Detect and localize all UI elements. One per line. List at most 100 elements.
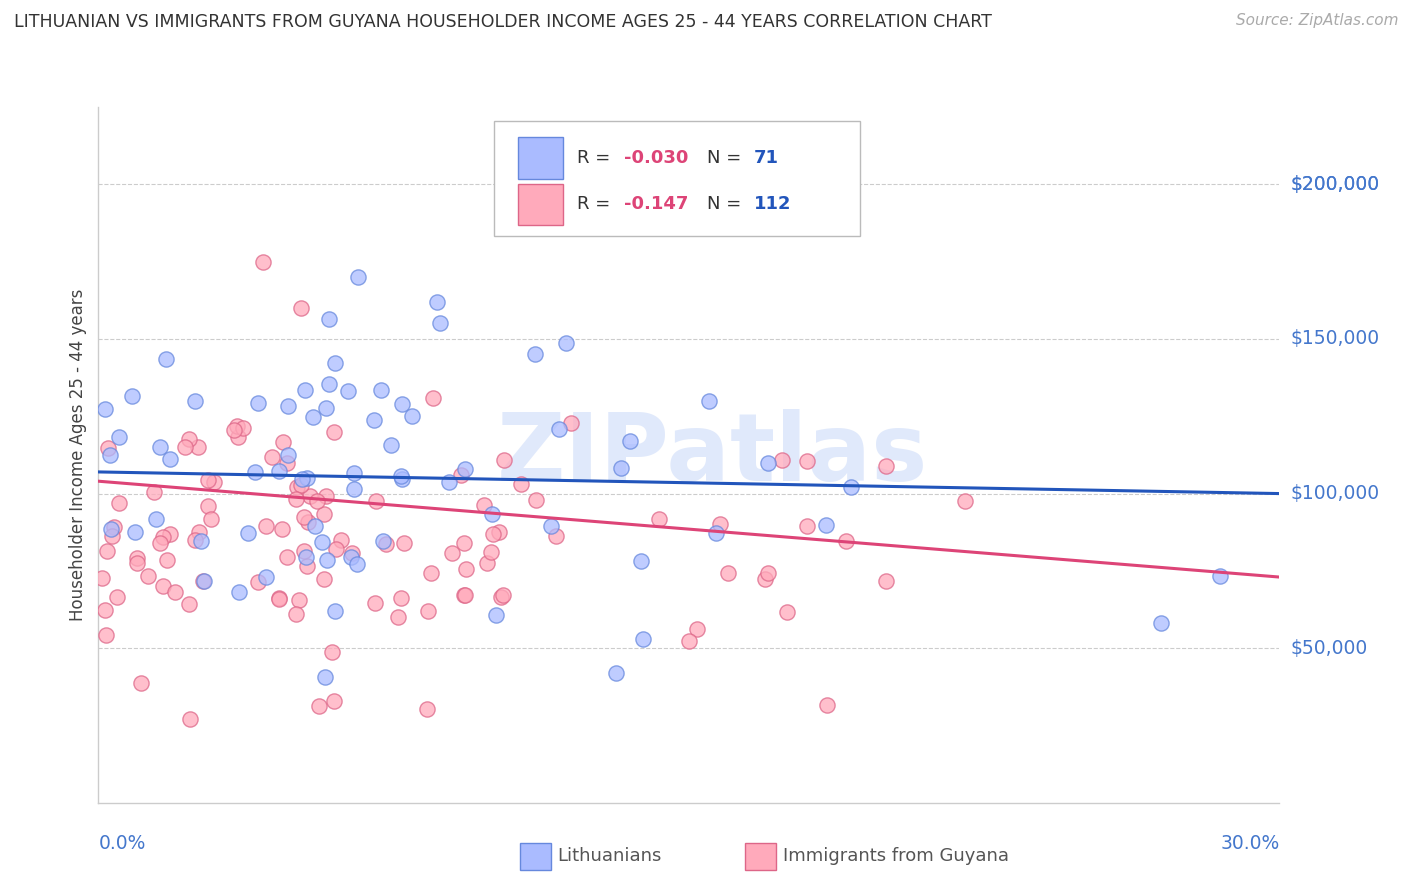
Point — [307, 494, 329, 508]
Point — [426, 294, 449, 309]
Text: LITHUANIAN VS IMMIGRANTS FROM GUYANA HOUSEHOLDER INCOME AGES 25 - 44 YEARS CORRE: LITHUANIAN VS IMMIGRANTS FROM GUYANA HOU… — [14, 13, 993, 31]
Point — [610, 460, 633, 475]
FancyBboxPatch shape — [517, 137, 562, 178]
Point — [875, 574, 897, 589]
Point — [709, 517, 731, 532]
Point — [174, 441, 197, 455]
Point — [184, 394, 207, 409]
Point — [631, 632, 654, 646]
Point — [276, 457, 298, 471]
Point — [346, 270, 368, 285]
Text: $150,000: $150,000 — [1291, 329, 1379, 349]
Point — [277, 399, 299, 413]
Point — [481, 526, 503, 541]
Point — [202, 475, 225, 490]
Point — [297, 558, 319, 573]
Text: Lithuanians: Lithuanians — [557, 847, 661, 865]
Point — [200, 512, 222, 526]
Point — [155, 351, 177, 366]
Point — [121, 389, 143, 403]
Point — [704, 525, 727, 540]
Point — [391, 591, 413, 605]
Text: R =: R = — [576, 195, 610, 213]
Point — [325, 542, 347, 557]
Point — [292, 509, 315, 524]
Point — [839, 480, 862, 494]
Point — [152, 530, 174, 544]
Point — [481, 507, 503, 521]
Point — [298, 489, 321, 503]
Point — [391, 397, 413, 411]
Point — [318, 312, 340, 326]
Point — [524, 347, 547, 361]
Point — [276, 549, 298, 564]
Point — [94, 402, 117, 417]
Text: $200,000: $200,000 — [1291, 175, 1379, 194]
Point — [1150, 615, 1173, 630]
Point — [148, 440, 170, 454]
Text: 0.0%: 0.0% — [98, 834, 146, 853]
Point — [323, 694, 346, 708]
Point — [93, 603, 115, 617]
Point — [267, 591, 290, 605]
Point — [560, 416, 582, 430]
Point — [236, 525, 259, 540]
Point — [107, 430, 129, 444]
Point — [475, 556, 498, 570]
Text: -0.030: -0.030 — [624, 149, 689, 167]
Point — [717, 566, 740, 581]
Point — [316, 553, 339, 567]
Text: ZIPatlas: ZIPatlas — [496, 409, 928, 501]
Point — [269, 592, 291, 607]
Point — [815, 518, 838, 533]
Point — [226, 430, 249, 444]
Point — [297, 515, 319, 529]
Point — [547, 422, 569, 436]
Point — [364, 493, 387, 508]
Point — [138, 568, 160, 582]
Text: Immigrants from Guyana: Immigrants from Guyana — [783, 847, 1010, 865]
Point — [387, 610, 409, 624]
Text: $100,000: $100,000 — [1291, 484, 1379, 503]
Point — [165, 585, 187, 599]
Point — [392, 536, 415, 550]
Point — [401, 409, 423, 423]
Point — [450, 468, 472, 483]
Point — [437, 475, 460, 489]
Point — [127, 556, 149, 570]
Text: $200,000: $200,000 — [1291, 175, 1379, 194]
Point — [776, 605, 799, 619]
Point — [697, 394, 720, 409]
Point — [605, 665, 627, 680]
Point — [97, 441, 120, 455]
Text: 30.0%: 30.0% — [1220, 834, 1279, 853]
Point — [145, 512, 167, 526]
Point — [835, 533, 858, 548]
Point — [524, 493, 547, 508]
Point — [619, 434, 641, 449]
Point — [340, 546, 363, 560]
Point — [648, 512, 671, 526]
Point — [96, 544, 118, 558]
Point — [292, 544, 315, 558]
Point — [370, 384, 392, 398]
Point — [323, 604, 346, 618]
Point — [285, 607, 308, 622]
Point — [100, 522, 122, 536]
Point — [315, 489, 337, 503]
Point — [343, 482, 366, 496]
Point — [756, 457, 779, 471]
Point — [488, 524, 510, 539]
Text: N =: N = — [707, 195, 741, 213]
Point — [295, 471, 318, 485]
Point — [193, 574, 215, 589]
Point — [314, 572, 336, 586]
Point — [456, 561, 478, 575]
Point — [454, 588, 477, 602]
Text: 112: 112 — [754, 195, 792, 213]
Point — [479, 544, 502, 558]
Point — [252, 254, 274, 268]
Point — [441, 546, 464, 560]
Point — [308, 699, 330, 714]
Point — [314, 507, 336, 521]
